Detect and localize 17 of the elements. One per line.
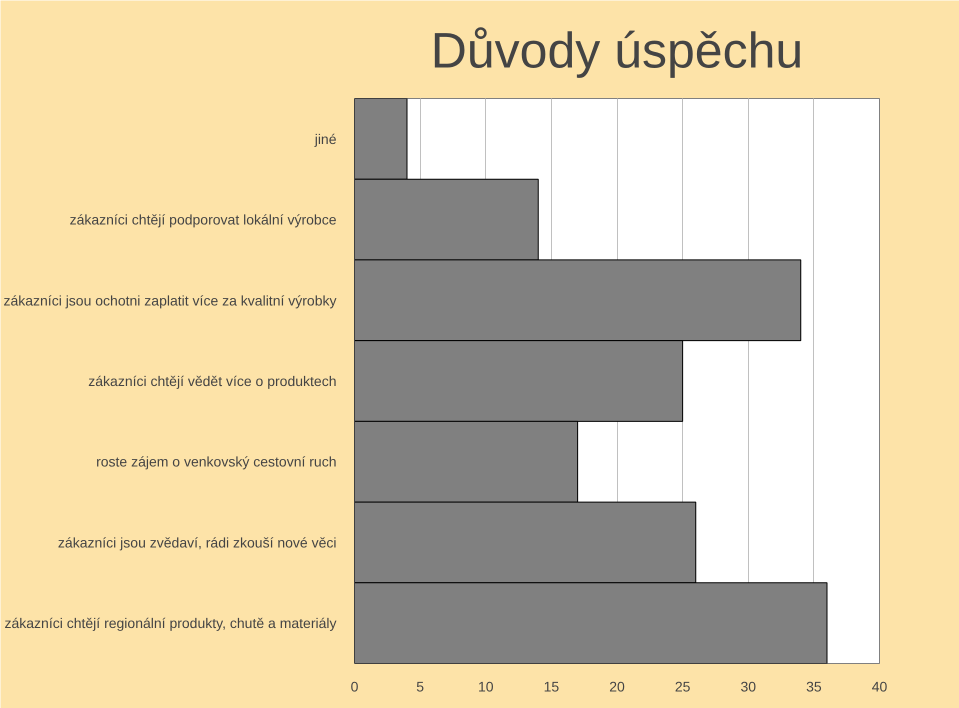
y-tick-label: zákazníci chtějí regionální produkty, chutě a materiály <box>4 615 337 632</box>
y-tick-label: zákazníci jsou zvědaví, rádi zkouší nové věci <box>58 534 336 550</box>
x-tick-label: 20 <box>609 678 625 694</box>
y-tick-label: roste zájem o venkovský cestovní ruch <box>96 454 337 470</box>
x-tick-label: 10 <box>478 678 494 694</box>
y-tick-label: zákazníci chtějí podporovat lokální výrobce <box>70 212 337 228</box>
y-tick-label: jiné <box>314 130 337 147</box>
x-tick-label: 30 <box>740 678 756 694</box>
x-tick-label: 35 <box>806 678 822 694</box>
x-tick-label: 40 <box>872 678 888 694</box>
x-tick-label: 0 <box>350 678 359 694</box>
y-tick-label: zákazníci jsou ochotni zaplatit více za kvalitní výrobky <box>3 292 337 308</box>
y-tick-label: zákazníci chtějí vědět více o produktech <box>88 373 337 389</box>
x-tick-label: 25 <box>674 678 691 694</box>
chart-title: Důvody úspěchu <box>430 22 804 78</box>
x-tick-label: 5 <box>416 678 424 694</box>
x-tick-label: 15 <box>544 678 560 694</box>
